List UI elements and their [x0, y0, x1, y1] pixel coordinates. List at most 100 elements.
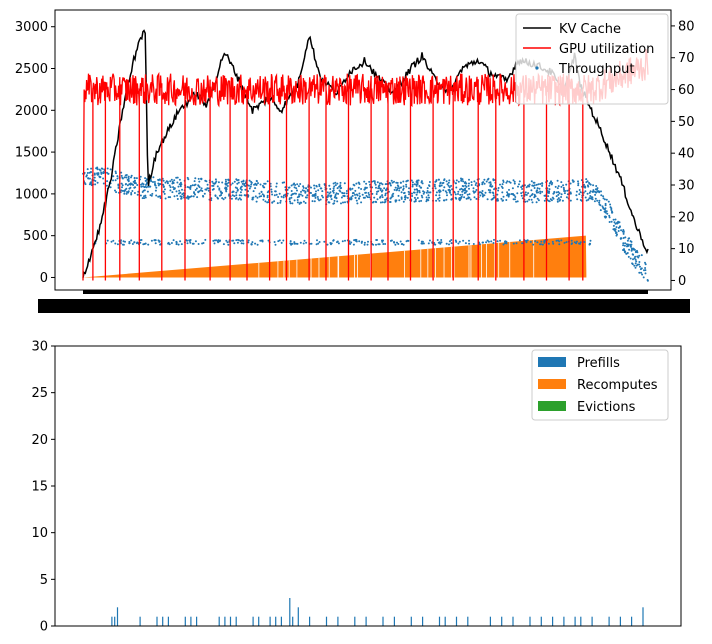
throughput-point [482, 241, 484, 244]
throughput-point [342, 201, 344, 204]
throughput-point [612, 224, 615, 227]
throughput-point [398, 199, 401, 202]
throughput-point [287, 186, 290, 189]
right-y-tick-label: 70 [678, 51, 695, 66]
throughput-point [243, 184, 246, 187]
throughput-point [334, 184, 337, 187]
throughput-point [404, 195, 407, 198]
throughput-point [221, 197, 224, 200]
throughput-point [449, 191, 452, 194]
throughput-point [120, 239, 122, 242]
prefills-bar [325, 616, 328, 626]
throughput-point [445, 180, 448, 183]
throughput-point [252, 190, 255, 193]
throughput-point [262, 198, 265, 201]
throughput-point [202, 194, 204, 197]
throughput-point [258, 192, 261, 195]
prefills-bar [196, 616, 198, 626]
throughput-point [425, 200, 428, 203]
throughput-point [204, 179, 207, 182]
top-chart: 0 500 1000 1500 2000 2500 3000 0 10 20 30 40 50 60 70… [15, 9, 695, 313]
throughput-point [278, 192, 281, 195]
throughput-point [224, 186, 227, 189]
throughput-point [123, 192, 126, 195]
throughput-point [413, 196, 416, 199]
throughput-point [116, 175, 119, 178]
legend-recomputes-label: Recomputes [577, 378, 658, 393]
throughput-point [366, 243, 369, 246]
throughput-point [123, 176, 126, 179]
throughput-point [421, 242, 424, 245]
throughput-point [596, 187, 599, 190]
throughput-point [527, 185, 530, 188]
throughput-point [240, 198, 242, 201]
prefills-bar [229, 616, 232, 626]
throughput-point [106, 239, 109, 242]
throughput-point [541, 184, 544, 187]
throughput-point [298, 202, 301, 205]
top-right-y-axis: 0 10 20 30 40 50 60 70 80 [671, 19, 695, 289]
throughput-point [330, 198, 333, 201]
throughput-point [216, 196, 219, 199]
throughput-point [225, 239, 228, 242]
throughput-point [219, 239, 222, 242]
throughput-point [293, 242, 296, 245]
throughput-point [368, 196, 371, 199]
throughput-point [630, 243, 633, 246]
throughput-point [644, 261, 646, 264]
throughput-point [506, 192, 509, 195]
throughput-point [481, 181, 484, 184]
throughput-point [335, 192, 338, 195]
throughput-point [448, 186, 451, 189]
throughput-point [117, 183, 120, 186]
throughput-point [643, 269, 645, 272]
throughput-point [237, 181, 240, 184]
throughput-point [99, 176, 102, 178]
prefills-bar [455, 616, 458, 626]
throughput-point [291, 242, 294, 245]
throughput-point [365, 182, 368, 185]
throughput-point [311, 200, 314, 203]
throughput-point [292, 192, 295, 195]
throughput-point [154, 242, 157, 245]
throughput-point [133, 181, 136, 184]
throughput-point [396, 241, 398, 244]
throughput-point [463, 188, 466, 191]
throughput-point [620, 229, 623, 232]
throughput-point [329, 188, 332, 190]
throughput-point [358, 240, 361, 243]
throughput-point [150, 180, 153, 183]
throughput-point [470, 184, 473, 186]
throughput-point [614, 232, 617, 234]
throughput-point [427, 199, 430, 202]
throughput-point [255, 200, 258, 203]
throughput-point [547, 190, 549, 193]
throughput-point [273, 200, 276, 203]
throughput-point [237, 198, 240, 201]
throughput-point [254, 242, 257, 245]
right-y-tick-label: 50 [678, 115, 695, 130]
throughput-point [398, 187, 401, 190]
throughput-point [227, 181, 230, 184]
throughput-point [508, 193, 511, 196]
throughput-point [339, 187, 342, 190]
left-y-tick-label: 500 [23, 229, 48, 244]
throughput-point [85, 174, 88, 177]
throughput-point [336, 200, 339, 203]
throughput-point [351, 187, 354, 190]
throughput-point [361, 193, 364, 196]
throughput-point [294, 184, 297, 186]
throughput-point [448, 188, 451, 191]
throughput-point [420, 199, 423, 202]
throughput-point [384, 192, 387, 195]
throughput-point [125, 192, 128, 195]
prefills-bar [444, 616, 446, 626]
throughput-point [440, 241, 443, 244]
throughput-point [112, 175, 115, 178]
throughput-point [640, 271, 643, 274]
throughput-point [144, 179, 147, 182]
throughput-point [93, 176, 96, 179]
throughput-point [593, 200, 596, 203]
throughput-point [233, 242, 236, 245]
throughput-point [293, 186, 296, 189]
